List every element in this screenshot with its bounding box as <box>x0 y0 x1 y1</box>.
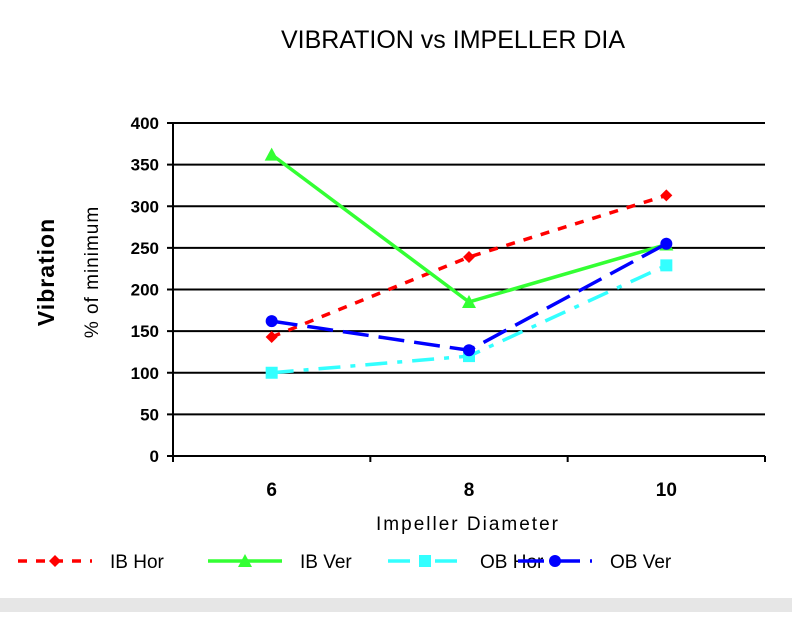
bottom-strip <box>0 598 792 612</box>
series-line <box>270 153 667 304</box>
chart-title: VIBRATION vs IMPELLER DIA <box>281 26 625 54</box>
data-point <box>660 237 673 250</box>
legend-label: OB Hor <box>480 552 544 573</box>
legend-label: IB Ver <box>300 552 352 573</box>
data-point <box>660 259 673 272</box>
x-tick-label: 8 <box>464 480 475 501</box>
data-point <box>265 330 278 343</box>
data-point <box>265 315 278 328</box>
legend-item-ib-ver: IB Ver <box>208 552 352 573</box>
legend-label: OB Ver <box>610 552 672 573</box>
legend-marker <box>49 555 61 567</box>
y-axis-label: Vibration <box>33 218 59 326</box>
x-axis-label: Impeller Diameter <box>376 514 560 535</box>
gridlines <box>173 122 765 416</box>
y-tick-label: 50 <box>140 405 159 424</box>
data-point <box>660 189 673 202</box>
y-tick-label: 0 <box>150 447 159 466</box>
y-tick-label: 150 <box>131 322 159 341</box>
y-tick-label: 350 <box>131 156 159 175</box>
series-ob-ver <box>265 237 673 357</box>
legend-marker <box>419 555 431 567</box>
y-tick-label: 400 <box>131 114 159 133</box>
y-tick-label: 300 <box>131 197 159 216</box>
y-tick-label: 250 <box>131 239 159 258</box>
series-ib-ver <box>264 147 674 308</box>
legend-label: IB Hor <box>110 552 165 573</box>
axes <box>167 122 766 462</box>
data-point <box>265 366 278 379</box>
series-line <box>271 193 667 339</box>
series-ob-hor <box>265 259 673 379</box>
data-point <box>463 344 475 357</box>
x-tick-label: 10 <box>656 480 677 501</box>
y-tick-label: 200 <box>131 281 159 300</box>
y-axis-sublabel: % of minimum <box>82 206 103 338</box>
legend-item-ob-hor: OB Hor <box>388 552 544 573</box>
legend: IB Hor IB Ver OB Hor OB Ver <box>18 552 672 573</box>
legend-marker <box>549 555 561 567</box>
data-point <box>462 294 476 308</box>
y-tick-label: 100 <box>131 364 159 383</box>
data-point <box>463 251 475 264</box>
series-group <box>264 147 674 379</box>
data-point <box>264 147 279 161</box>
legend-item-ob-ver: OB Ver <box>518 552 672 573</box>
legend-marker <box>238 554 252 567</box>
tick-labels: 0 50 100 150 200 250 300 350 400 6 8 10 <box>131 114 677 501</box>
series-ib-hor <box>265 189 673 343</box>
legend-item-ib-hor: IB Hor <box>18 552 165 573</box>
x-tick-label: 6 <box>266 480 277 501</box>
